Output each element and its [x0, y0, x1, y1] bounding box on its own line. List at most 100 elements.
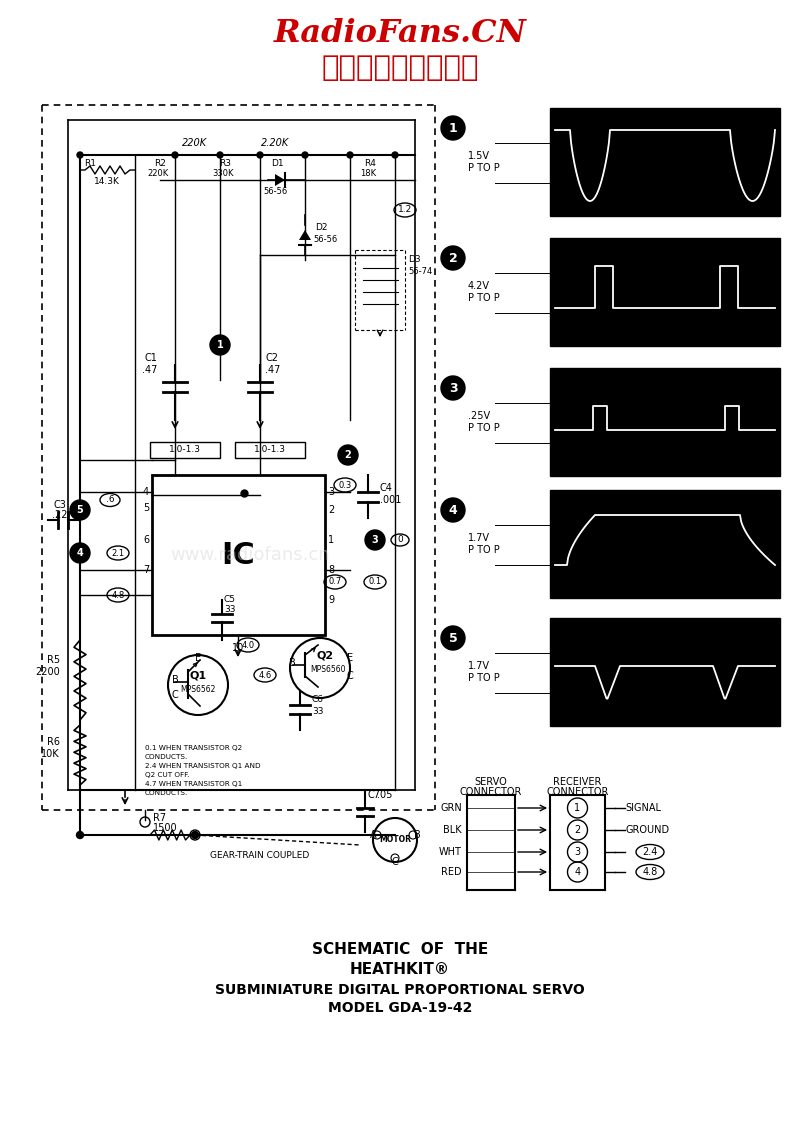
Text: 2.20K: 2.20K [261, 138, 289, 148]
Circle shape [172, 152, 178, 157]
Text: 1: 1 [574, 803, 581, 813]
Text: 4: 4 [449, 503, 458, 517]
Text: R6: R6 [47, 736, 60, 747]
Text: 33: 33 [224, 605, 235, 614]
Text: 4: 4 [143, 487, 149, 497]
Text: 14.3K: 14.3K [94, 178, 120, 187]
Text: 0.3: 0.3 [338, 480, 352, 489]
Text: GRN: GRN [440, 803, 462, 813]
Text: 330K: 330K [212, 170, 234, 179]
Text: 0.1 WHEN TRANSISTOR Q2: 0.1 WHEN TRANSISTOR Q2 [145, 746, 242, 751]
Text: 0.1: 0.1 [369, 578, 382, 587]
Text: RadioFans.CN: RadioFans.CN [274, 17, 526, 49]
Text: 33: 33 [312, 707, 323, 716]
FancyBboxPatch shape [550, 238, 780, 346]
Text: 8: 8 [328, 565, 334, 576]
Text: .001: .001 [380, 495, 402, 505]
Circle shape [302, 152, 308, 157]
Text: 2: 2 [574, 825, 581, 835]
Circle shape [338, 445, 358, 465]
Text: 3: 3 [449, 382, 458, 394]
Text: 1.5V: 1.5V [468, 151, 490, 161]
Text: 3: 3 [328, 487, 334, 497]
Text: GEAR-TRAIN COUPLED: GEAR-TRAIN COUPLED [210, 852, 310, 860]
Text: D2: D2 [315, 223, 327, 232]
Circle shape [70, 543, 90, 563]
Text: 1: 1 [449, 121, 458, 135]
Text: C4: C4 [380, 483, 393, 493]
Text: 220K: 220K [182, 138, 207, 148]
Text: P TO P: P TO P [468, 545, 500, 555]
Text: 1.0-1.3: 1.0-1.3 [169, 445, 201, 454]
Text: 9: 9 [328, 595, 334, 605]
Text: P TO P: P TO P [468, 163, 500, 173]
Text: 3: 3 [574, 847, 581, 857]
Text: 2: 2 [449, 252, 458, 264]
Text: 1.0-1.3: 1.0-1.3 [254, 445, 286, 454]
Text: 2.4 WHEN TRANSISTOR Q1 AND: 2.4 WHEN TRANSISTOR Q1 AND [145, 763, 261, 769]
Text: 1: 1 [328, 535, 334, 545]
Text: 56-56: 56-56 [263, 187, 287, 196]
Text: 4: 4 [574, 867, 581, 877]
Circle shape [441, 499, 465, 522]
Text: 4.0: 4.0 [242, 640, 254, 649]
Text: 7: 7 [142, 565, 149, 576]
Text: SUBMINIATURE DIGITAL PROPORTIONAL SERVO: SUBMINIATURE DIGITAL PROPORTIONAL SERVO [215, 983, 585, 997]
Circle shape [441, 627, 465, 650]
Text: 5: 5 [142, 503, 149, 513]
Circle shape [191, 832, 198, 838]
Text: 220K: 220K [147, 170, 169, 179]
Text: 6: 6 [143, 535, 149, 545]
Text: MPS6562: MPS6562 [180, 684, 216, 693]
Text: R4: R4 [364, 159, 376, 168]
Text: .25V: .25V [468, 411, 490, 421]
Text: .47: .47 [265, 365, 280, 375]
Text: www.radiofans.cn: www.radiofans.cn [170, 546, 330, 564]
Text: Q2 CUT OFF.: Q2 CUT OFF. [145, 772, 190, 778]
Circle shape [365, 530, 385, 550]
Circle shape [441, 376, 465, 400]
Text: 4.8: 4.8 [642, 867, 658, 877]
Text: CONNECTOR: CONNECTOR [546, 787, 609, 796]
FancyBboxPatch shape [550, 617, 780, 726]
Text: R1: R1 [84, 159, 96, 168]
Text: D3: D3 [408, 256, 421, 264]
Text: 3: 3 [372, 535, 378, 545]
Text: BLK: BLK [443, 825, 462, 835]
FancyBboxPatch shape [550, 368, 780, 476]
Text: RECEIVER: RECEIVER [554, 777, 602, 787]
Text: 1: 1 [217, 340, 223, 350]
Text: B: B [414, 830, 420, 840]
Text: .47: .47 [142, 365, 157, 375]
Text: P TO P: P TO P [468, 673, 500, 683]
Text: R2: R2 [154, 159, 166, 168]
Text: MOTOR: MOTOR [379, 835, 411, 844]
Text: 18K: 18K [360, 170, 376, 179]
Text: Q2: Q2 [317, 651, 334, 661]
Circle shape [77, 832, 83, 838]
Text: MODEL GDA-19-42: MODEL GDA-19-42 [328, 1000, 472, 1015]
Text: C6: C6 [312, 696, 324, 705]
Circle shape [441, 246, 465, 270]
Text: 1.7V: 1.7V [468, 533, 490, 543]
Text: C3: C3 [54, 500, 66, 510]
Text: A: A [370, 830, 376, 840]
Text: E: E [195, 653, 201, 663]
Text: 4.8: 4.8 [111, 590, 125, 599]
Text: CONDUCTS.: CONDUCTS. [145, 753, 188, 760]
Text: R7: R7 [153, 813, 166, 823]
Text: 56-74: 56-74 [408, 267, 432, 276]
Text: 56-56: 56-56 [313, 236, 338, 245]
Text: 2.4: 2.4 [642, 847, 658, 857]
Text: 1500: 1500 [153, 823, 178, 833]
Circle shape [392, 152, 398, 157]
Text: B: B [289, 658, 295, 668]
Text: 4: 4 [77, 548, 83, 557]
FancyBboxPatch shape [550, 489, 780, 598]
Polygon shape [275, 174, 285, 186]
Text: R5: R5 [47, 655, 60, 665]
Circle shape [210, 335, 230, 355]
Text: GROUND: GROUND [625, 825, 669, 835]
Text: .6: .6 [106, 495, 114, 504]
Text: C: C [392, 857, 398, 867]
